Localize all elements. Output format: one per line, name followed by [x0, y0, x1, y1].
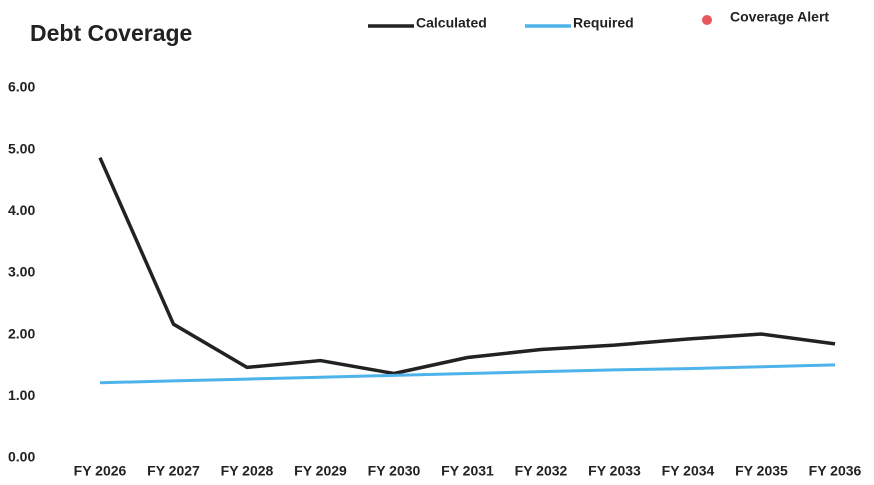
line-series	[98, 156, 836, 376]
chart-title: Debt Coverage	[30, 20, 192, 46]
x-tick-label: FY 2029	[294, 463, 347, 479]
legend-swatch	[702, 15, 712, 25]
legend-label: Coverage Alert	[730, 9, 829, 25]
line-series	[99, 363, 836, 385]
x-tick-label: FY 2036	[809, 463, 862, 479]
x-tick-label: FY 2027	[147, 463, 200, 479]
legend-label: Calculated	[416, 15, 487, 31]
x-tick-label: FY 2028	[221, 463, 274, 479]
x-tick-label: FY 2035	[735, 463, 788, 479]
x-tick-label: FY 2033	[588, 463, 641, 479]
x-tick-label: FY 2030	[368, 463, 421, 479]
x-tick-label: FY 2026	[74, 463, 127, 479]
legend-label: Required	[573, 15, 634, 31]
x-tick-label: FY 2032	[515, 463, 568, 479]
x-tick-label: FY 2031	[441, 463, 494, 479]
y-tick-label: 5.00	[8, 140, 35, 156]
x-tick-label: FY 2034	[662, 463, 715, 479]
y-tick-label: 4.00	[8, 202, 35, 218]
y-tick-label: 1.00	[8, 387, 35, 403]
y-tick-label: 2.00	[8, 325, 35, 341]
y-tick-label: 6.00	[8, 79, 35, 95]
y-tick-label: 0.00	[8, 449, 35, 465]
y-tick-label: 3.00	[8, 264, 35, 280]
